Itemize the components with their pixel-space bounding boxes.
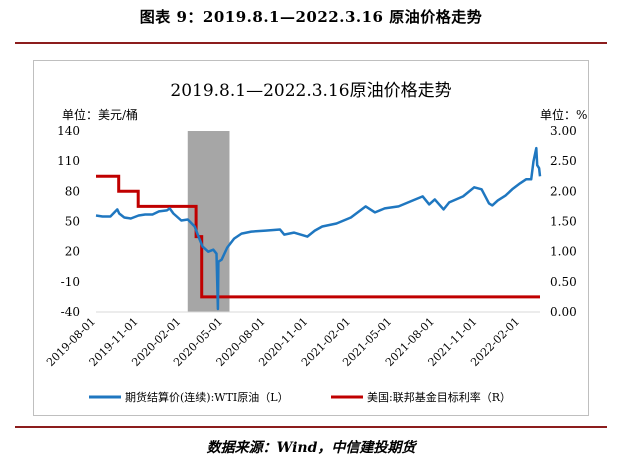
left-tick-label: 50 — [65, 215, 80, 229]
right-tick-label: 1.50 — [550, 215, 577, 229]
right-tick-label: 2.00 — [550, 184, 577, 198]
right-axis-ticks: 0.00 0.50 1.00 1.50 2.00 2.50 3.00 — [550, 124, 577, 319]
right-tick-label: 0.00 — [550, 305, 577, 319]
chart-frame: 2019.8.1—2022.3.16原油价格走势 单位：美元/桶 单位：% -4… — [33, 60, 589, 416]
top-divider — [15, 42, 607, 44]
right-tick-label: 3.00 — [550, 124, 577, 138]
legend-wti-label: 期货结算价(连续):WTI原油（L） — [125, 390, 289, 404]
legend: 期货结算价(连续):WTI原油（L） 美国:联邦基金目标利率（R） — [89, 390, 511, 404]
left-axis-ticks: -40 -10 20 50 80 110 140 — [57, 124, 80, 319]
wti-price-line — [95, 146, 542, 311]
fed-funds-rate-line — [96, 174, 540, 299]
shaded-period — [187, 131, 230, 312]
right-tick-label: 2.50 — [550, 154, 577, 168]
right-tick-label: 0.50 — [550, 275, 577, 289]
left-tick-label: -40 — [61, 305, 80, 319]
left-tick-label: 110 — [57, 154, 80, 168]
right-axis-unit: 单位：% — [540, 107, 587, 122]
left-axis-unit: 单位：美元/桶 — [62, 107, 138, 122]
legend-rate-label: 美国:联邦基金目标利率（R） — [367, 390, 511, 404]
chart-title: 2019.8.1—2022.3.16原油价格走势 — [170, 81, 451, 101]
x-axis-ticks: 2019-08-012019-11-012020-02-012020-05-01… — [44, 315, 522, 369]
left-tick-label: 140 — [57, 124, 80, 138]
left-tick-label: 80 — [65, 184, 80, 198]
figure-title: 图表 9：2019.8.1—2022.3.16 原油价格走势 — [139, 8, 483, 26]
data-source: 数据来源：Wind，中信建投期货 — [206, 440, 416, 456]
right-tick-label: 1.00 — [550, 245, 577, 259]
left-tick-label: 20 — [65, 245, 80, 259]
left-tick-label: -10 — [61, 275, 80, 289]
oil-price-chart: 2019.8.1—2022.3.16原油价格走势 单位：美元/桶 单位：% -4… — [44, 81, 587, 404]
bottom-divider — [15, 426, 607, 428]
